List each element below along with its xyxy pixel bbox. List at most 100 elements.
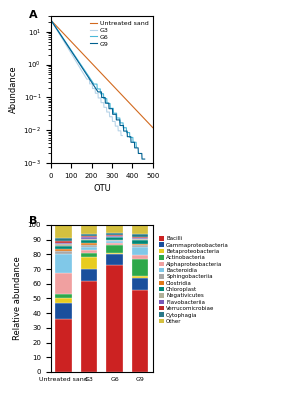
Bar [132,224,148,234]
G6 [135,145,138,150]
Bar [55,244,72,246]
G6 [92,81,95,86]
G3 [121,133,124,138]
Bar [132,246,148,247]
Bar [106,235,123,236]
G6 [50,18,53,23]
Bar [132,290,148,372]
Bar [55,249,72,251]
G9 [143,157,146,162]
Bar [106,254,123,265]
Untreated sand [149,123,152,128]
G3 [91,86,95,91]
Bar [81,253,97,257]
Bar [55,225,72,238]
Bar [81,236,97,237]
Bar [81,245,97,247]
Bar [132,240,148,244]
Bar [132,238,148,239]
Bar [132,278,148,290]
G9 [81,66,84,70]
G3 [120,133,123,138]
G6 [78,60,82,65]
G6 [131,135,134,140]
G6 [135,145,138,150]
G9 [125,129,128,134]
Bar [55,274,72,294]
Bar [55,303,72,319]
Untreated sand [151,125,155,130]
G6 [120,120,123,125]
Line: Untreated sand: Untreated sand [51,20,153,128]
Bar [132,239,148,240]
Bar [132,234,148,237]
G3 [119,133,123,138]
Bar [55,241,72,242]
Bar [81,225,97,234]
Bar [106,245,123,253]
Y-axis label: Relative abundance: Relative abundance [13,256,22,340]
Bar [55,246,72,249]
Bar [132,247,148,255]
G9 [51,21,55,26]
Bar [81,240,97,243]
Bar [132,244,148,246]
Bar [55,242,72,244]
G6 [52,22,56,27]
Bar [81,269,97,281]
Bar [106,237,123,240]
Line: G6: G6 [51,20,136,147]
Bar [55,238,72,241]
X-axis label: OTU: OTU [93,184,111,193]
Untreated sand [50,18,53,23]
G6 [87,75,91,80]
Bar [106,233,123,235]
Untreated sand [98,69,101,74]
Bar [81,234,97,236]
Untreated sand [98,70,102,74]
Bar [55,251,72,254]
Y-axis label: Abundance: Abundance [9,66,18,113]
Text: B: B [29,216,37,226]
Bar [55,298,72,303]
Bar [81,239,97,240]
G3 [68,49,72,54]
G9 [127,134,131,139]
Bar [81,257,97,269]
Bar [81,250,97,253]
G3 [117,128,121,133]
Text: A: A [29,10,37,20]
Bar [106,241,123,243]
Untreated sand [110,82,113,87]
Untreated sand [133,106,136,111]
G9 [128,134,132,139]
Legend: Untreated sand, G3, G6, G9: Untreated sand, G3, G6, G9 [89,19,150,48]
Bar [106,253,123,254]
Bar [132,237,148,238]
G3 [87,77,91,82]
Line: G3: G3 [51,20,122,136]
Bar [132,255,148,260]
Bar [106,240,123,241]
Bar [55,294,72,298]
Bar [55,319,72,372]
Bar [81,237,97,239]
Bar [106,236,123,237]
Bar [132,276,148,278]
Bar [55,254,72,274]
G9 [140,157,144,162]
Bar [81,243,97,245]
Untreated sand [104,76,108,81]
Bar [106,243,123,245]
Legend: Bacilli, Gammaproteobacteria, Betaproteobacteria, Actinobacteria, Alphaproteobac: Bacilli, Gammaproteobacteria, Betaproteo… [158,236,230,324]
G3 [82,72,86,77]
Bar [81,281,97,372]
G9 [100,90,103,94]
G9 [50,18,53,23]
Bar [132,260,148,276]
Line: G9: G9 [51,20,145,159]
Bar [106,224,123,233]
Bar [106,265,123,372]
Bar [81,247,97,250]
G3 [50,18,53,23]
